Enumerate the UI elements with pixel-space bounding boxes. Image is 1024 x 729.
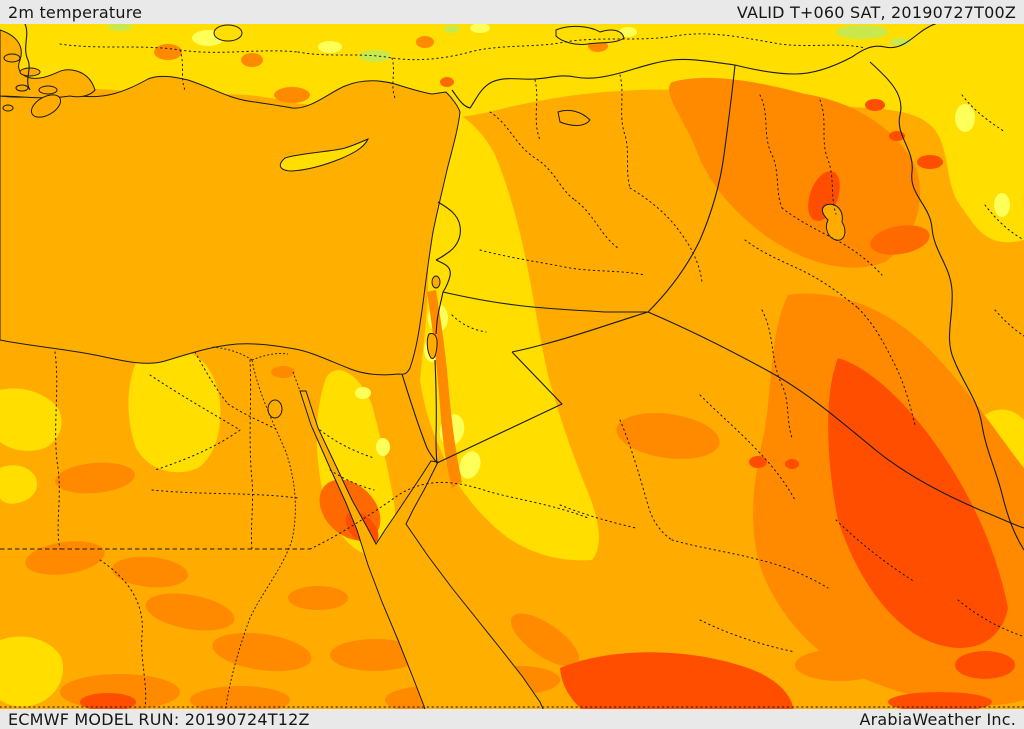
page-title: 2m temperature (8, 2, 143, 22)
border-turkey-iraq (734, 56, 853, 75)
border-turkey-iran (851, 21, 941, 58)
sea-of-galilee (431, 275, 441, 289)
border-israel-egypt (401, 373, 438, 464)
coast-turkey-west (24, 23, 31, 91)
lake-assad (557, 109, 591, 126)
border-syria-jordan (442, 291, 648, 313)
aegean-sea (0, 29, 96, 99)
lake-van (555, 25, 625, 45)
lakes (213, 24, 846, 419)
border-lebanon (435, 201, 461, 261)
valid-time-label: VALID T+060 SAT, 20190727T00Z (736, 2, 1016, 22)
seas (0, 29, 553, 729)
border-iraq-saudi (647, 311, 1024, 529)
border-iraq-iran (869, 61, 1024, 551)
border-jordan-valley-north (435, 291, 444, 335)
border-jordan-saudi (436, 351, 563, 464)
rivers (211, 346, 301, 729)
cyprus-island (279, 138, 369, 172)
mediterranean-sea (0, 75, 461, 376)
admin-borders (0, 33, 1024, 708)
header-bar: 2m temperature VALID T+060 SAT, 20190727… (0, 0, 1024, 24)
lake-beysehir (213, 24, 243, 42)
red-sea (299, 390, 553, 729)
model-run-label: ECMWF MODEL RUN: 20190724T12Z (8, 709, 310, 729)
border-jordan-valley-south (434, 359, 438, 464)
dead-sea (426, 333, 438, 359)
brand-label: ArabiaWeather Inc. (859, 709, 1016, 729)
bitter-lake (267, 399, 283, 419)
border-israel-syria (435, 259, 451, 293)
border-syria-iraq (647, 64, 736, 313)
country-borders (24, 21, 1024, 551)
footer-bar: ECMWF MODEL RUN: 20190724T12Z ArabiaWeat… (0, 709, 1024, 729)
border-turkey-syria (451, 58, 736, 109)
border-jordan-iraq (511, 311, 649, 353)
nile-river (223, 359, 296, 729)
